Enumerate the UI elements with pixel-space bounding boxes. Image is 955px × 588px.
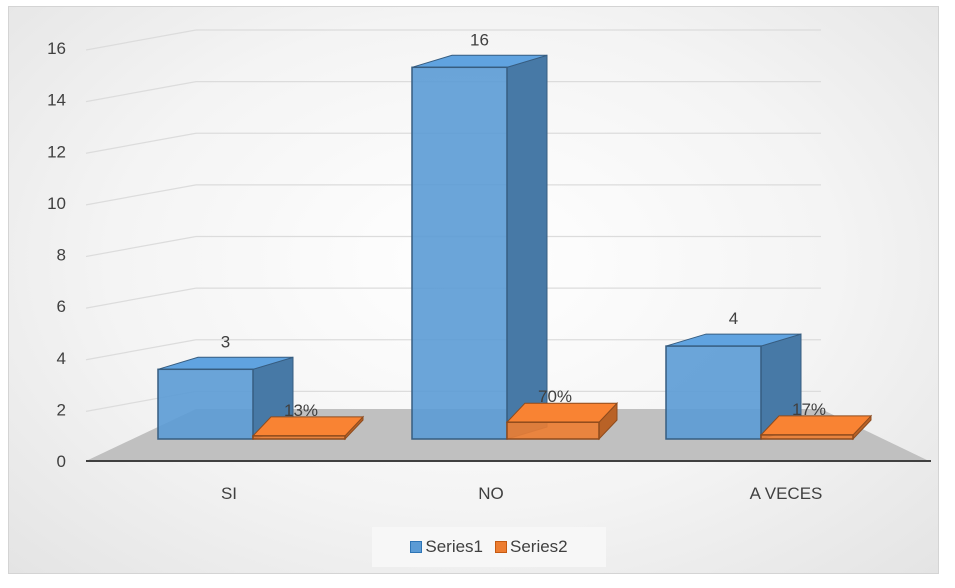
y-tick-label: 10 [47, 194, 66, 213]
y-tick-label: 16 [47, 39, 66, 58]
y-tick-label: 2 [57, 400, 66, 419]
side-gridline [85, 235, 197, 258]
x-tick-label: A VECES [750, 484, 823, 503]
legend: Series1 Series2 [372, 527, 606, 567]
x-tick-label: NO [478, 484, 504, 503]
side-gridline [85, 184, 197, 206]
bar-series1-si [157, 368, 254, 440]
data-label-series1: 3 [221, 332, 230, 351]
bar-series2-a-veces [760, 434, 854, 440]
legend-label-series2: Series2 [510, 537, 568, 556]
side-gridline [85, 132, 197, 154]
bar-series1-no-side [506, 54, 548, 440]
side-gridline [85, 29, 197, 51]
data-label-series2: 70% [538, 387, 572, 406]
chart-plot: 0 2 4 6 8 10 12 14 16 3 13% SI 16 70% NO 4 17% A VECES [47, 29, 931, 503]
x-tick-label: SI [221, 484, 237, 503]
bar-series2-no [506, 421, 600, 440]
y-tick-label: 4 [57, 349, 66, 368]
y-tick-label: 0 [57, 452, 66, 471]
bar-series2-si [252, 435, 346, 440]
data-label-series2: 17% [792, 400, 826, 419]
side-gridline [85, 339, 197, 361]
y-tick-label: 12 [47, 142, 66, 161]
y-tick-label: 8 [57, 246, 66, 265]
data-label-series2: 13% [284, 401, 318, 420]
side-gridline [85, 287, 197, 309]
data-label-series1: 16 [470, 30, 489, 49]
legend-item-series2: Series2 [495, 537, 568, 557]
legend-item-series1: Series1 [410, 537, 483, 557]
bar-series1-a-veces [665, 345, 762, 440]
y-tick-label: 14 [47, 91, 66, 110]
legend-label-series1: Series1 [425, 537, 483, 556]
legend-swatch-series1 [410, 541, 423, 553]
chart-area: 0 2 4 6 8 10 12 14 16 3 13% SI 16 70% NO 4 17% A VECES [8, 6, 939, 574]
bar-series1-no [411, 66, 508, 440]
y-tick-label: 6 [57, 297, 66, 316]
data-label-series1: 4 [729, 309, 738, 328]
legend-swatch-series2 [495, 541, 507, 553]
side-gridline [85, 81, 197, 103]
